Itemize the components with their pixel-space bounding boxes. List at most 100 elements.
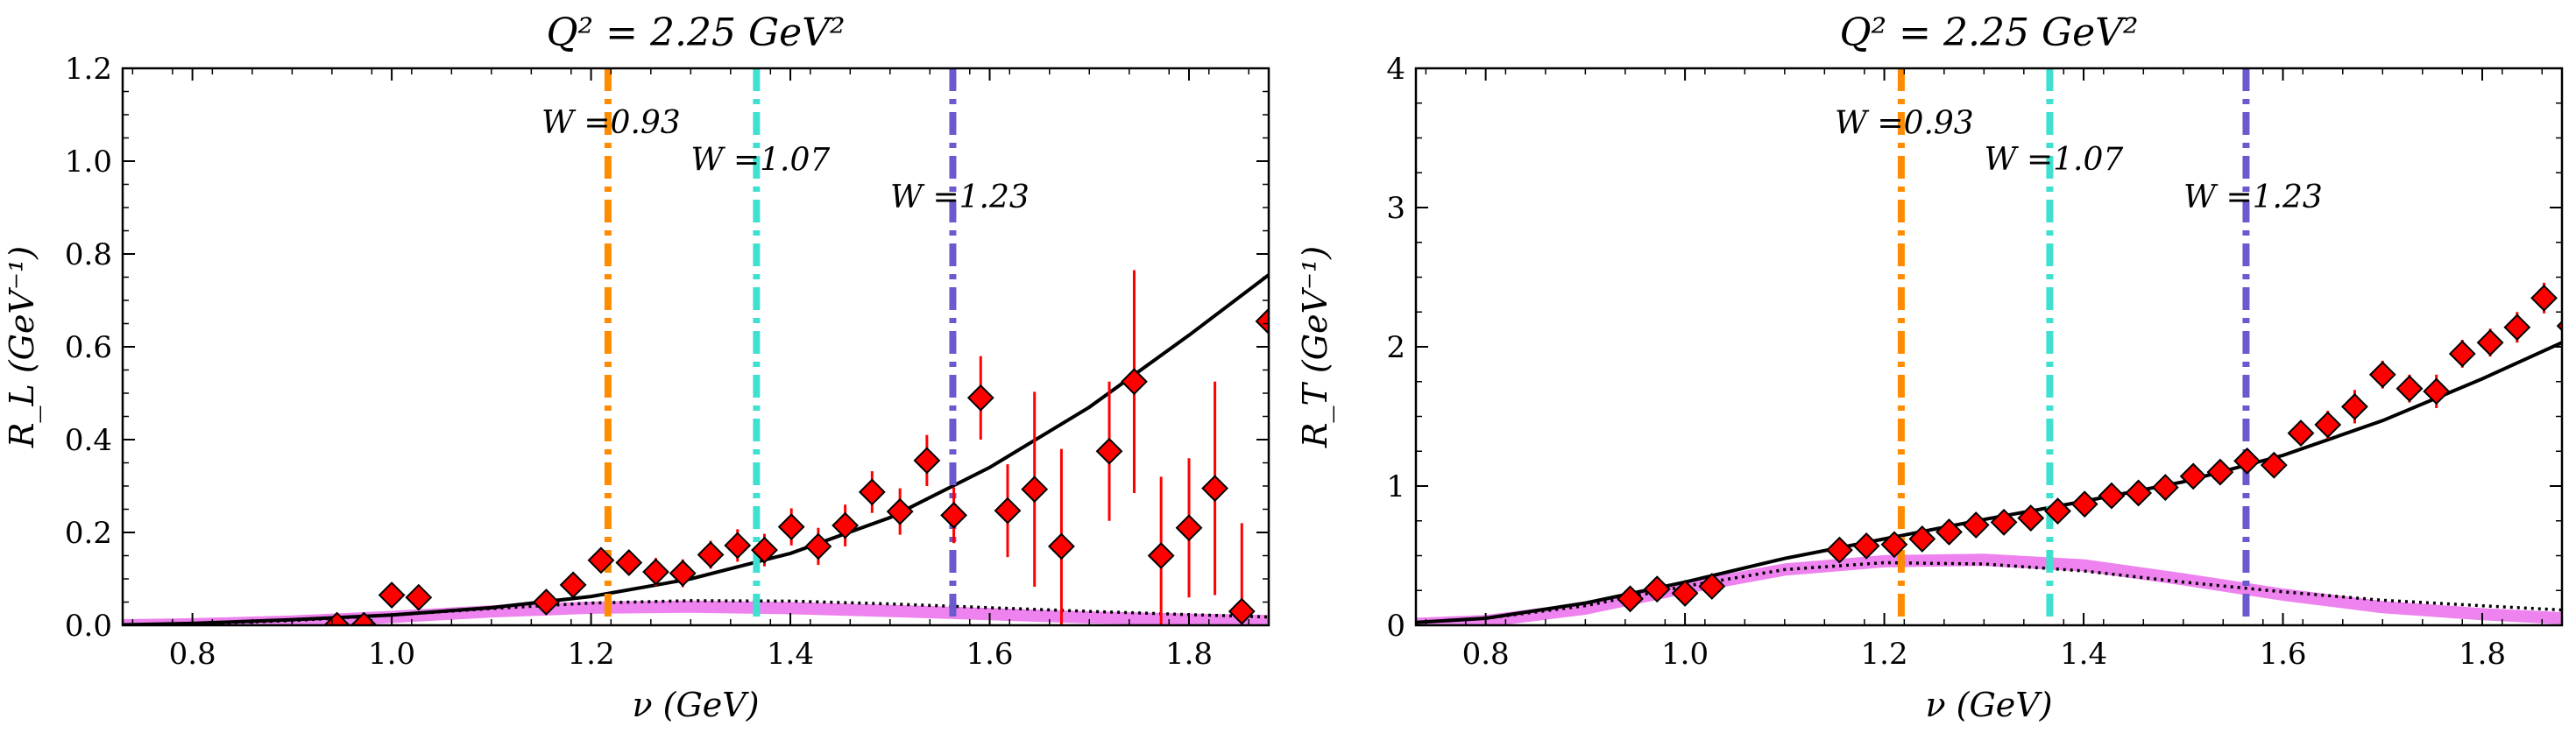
right-data-point-28 xyxy=(2476,328,2504,356)
left-x-axis-label: ν (GeV) xyxy=(632,686,759,724)
left-data-point-24 xyxy=(1095,437,1123,465)
right-data-point-11 xyxy=(2017,504,2045,532)
right-data-point-5 xyxy=(1852,532,1880,560)
right-plot-area xyxy=(1416,68,2562,625)
left-x-tick-label-5: 1.8 xyxy=(1165,637,1213,672)
left-vline-label-2: W =1.23 xyxy=(890,180,1030,215)
right-x-tick-label-4: 1.6 xyxy=(2259,637,2306,672)
right-data-point-23 xyxy=(2341,392,2368,420)
left-data-point-7 xyxy=(615,549,643,576)
right-data-point-30 xyxy=(2530,284,2558,312)
left-chart-title: Q² = 2.25 GeV² xyxy=(546,11,845,55)
left-band-curve xyxy=(123,600,1269,625)
left-data-point-30 xyxy=(1255,307,1269,335)
right-data-point-29 xyxy=(2503,314,2531,342)
right-vline-label-2: W =1.23 xyxy=(2183,180,2323,215)
right-dotted-curve xyxy=(1416,560,2562,624)
left-x-tick-label-1: 1.0 xyxy=(368,637,415,672)
left-data-point-9 xyxy=(669,560,697,588)
left-data-point-10 xyxy=(697,541,725,568)
left-y-tick-label-4: 0.8 xyxy=(65,237,112,272)
left-data-point-21 xyxy=(994,497,1022,525)
right-data-point-10 xyxy=(1990,508,2018,536)
right-data-point-14 xyxy=(2098,482,2126,510)
left-data-point-22 xyxy=(1021,476,1049,504)
right-x-tick-label-5: 1.8 xyxy=(2459,637,2506,672)
left-data-point-11 xyxy=(724,532,752,560)
right-data-point-26 xyxy=(2423,377,2451,405)
left-data-point-14 xyxy=(804,532,832,560)
right-band-curve xyxy=(1416,553,2562,625)
left-data-point-0 xyxy=(323,611,350,625)
right-data-point-19 xyxy=(2233,447,2261,475)
right-y-tick-label-2: 2 xyxy=(1386,330,1405,365)
right-vline-label-0: W =0.93 xyxy=(1835,106,1974,142)
right-data-point-15 xyxy=(2125,479,2153,507)
right-data-point-8 xyxy=(1936,518,1963,546)
right-x-tick-label-3: 1.4 xyxy=(2060,637,2107,672)
left-y-tick-label-5: 1.0 xyxy=(65,144,112,180)
right-data-point-25 xyxy=(2396,375,2424,403)
right-data-point-24 xyxy=(2368,361,2396,389)
left-data-point-12 xyxy=(751,536,778,564)
left-y-tick-label-2: 0.4 xyxy=(65,423,112,458)
right-data-point-27 xyxy=(2448,340,2476,368)
left-data-point-4 xyxy=(532,588,560,616)
left-x-tick-label-3: 1.4 xyxy=(767,637,814,672)
right-data-point-18 xyxy=(2206,458,2234,486)
left-data-point-28 xyxy=(1201,475,1228,503)
right-data-point-22 xyxy=(2314,411,2342,439)
left-y-tick-label-1: 0.2 xyxy=(65,516,112,551)
right-data-point-3 xyxy=(1698,573,1726,600)
right-y-tick-label-3: 3 xyxy=(1386,191,1405,226)
right-x-tick-label-0: 0.8 xyxy=(1462,637,1510,672)
left-data-point-27 xyxy=(1175,514,1203,542)
right-data-point-4 xyxy=(1825,536,1853,564)
right-y-tick-label-0: 0 xyxy=(1386,609,1405,644)
left-vline-label-0: W =0.93 xyxy=(541,105,681,141)
right-data-point-16 xyxy=(2151,474,2179,502)
left-data-point-23 xyxy=(1048,532,1075,560)
left-data-point-8 xyxy=(642,558,669,586)
right-data-point-2 xyxy=(1671,580,1699,607)
left-data-point-16 xyxy=(858,478,886,506)
right-y-axis-label: R_T (GeV⁻¹) xyxy=(1296,246,1335,448)
right-data-point-7 xyxy=(1908,525,1936,553)
right-data-point-13 xyxy=(2070,490,2098,518)
left-solid-curve xyxy=(123,273,1269,625)
left-data-point-5 xyxy=(559,571,587,599)
right-vline-label-1: W =1.07 xyxy=(1985,142,2124,178)
left-data-point-29 xyxy=(1228,597,1256,625)
right-data-point-12 xyxy=(2044,497,2071,525)
left-x-tick-label-4: 1.6 xyxy=(966,637,1013,672)
left-data-point-17 xyxy=(886,497,914,525)
right-x-tick-label-2: 1.2 xyxy=(1861,637,1908,672)
right-data-point-9 xyxy=(1962,511,1990,539)
right-solid-curve xyxy=(1416,341,2562,624)
left-vline-label-1: W =1.07 xyxy=(691,143,831,179)
left-x-tick-label-2: 1.2 xyxy=(568,637,615,672)
left-data-point-6 xyxy=(587,546,615,574)
left-y-axis-label: R_L (GeV⁻¹) xyxy=(3,246,42,448)
left-data-point-25 xyxy=(1121,368,1148,396)
left-data-point-26 xyxy=(1147,542,1175,569)
right-data-point-1 xyxy=(1643,575,1671,603)
left-data-point-3 xyxy=(405,583,433,611)
right-chart-title: Q² = 2.25 GeV² xyxy=(1839,11,2138,55)
right-y-tick-label-1: 1 xyxy=(1386,469,1405,504)
right-data-point-17 xyxy=(2179,462,2207,490)
left-data-point-2 xyxy=(378,581,406,609)
left-data-point-20 xyxy=(966,384,994,412)
right-data-point-20 xyxy=(2260,451,2288,479)
left-data-point-13 xyxy=(777,513,805,541)
right-y-tick-label-4: 4 xyxy=(1386,52,1405,87)
right-data-point-31 xyxy=(2556,320,2562,332)
right-data-point-6 xyxy=(1880,531,1908,559)
right-x-axis-label: ν (GeV) xyxy=(1925,686,2052,724)
left-y-tick-label-0: 0.0 xyxy=(65,609,112,644)
left-data-point-19 xyxy=(940,501,967,529)
right-data-point-21 xyxy=(2287,419,2315,447)
left-y-tick-label-6: 1.2 xyxy=(65,52,112,87)
